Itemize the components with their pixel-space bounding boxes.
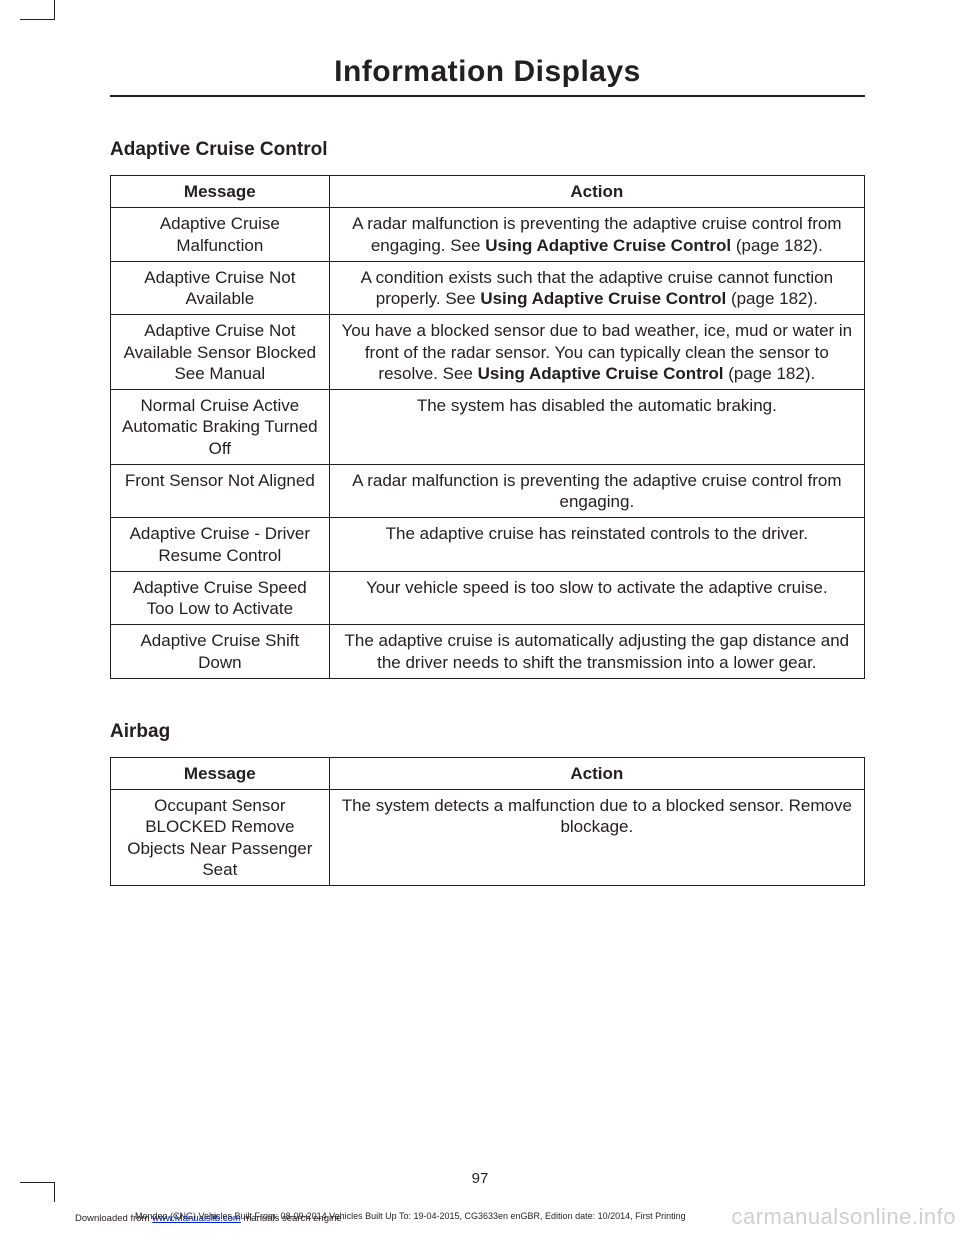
msg-cell: Adaptive Cruise Not Available Sensor Blo…: [111, 315, 330, 390]
msg-cell: Adaptive Cruise Shift Down: [111, 625, 330, 679]
action-text: The adaptive cruise is automatically adj…: [345, 631, 850, 671]
action-text: The system has disabled the automatic br…: [417, 396, 777, 415]
col-header-message: Message: [111, 176, 330, 208]
action-text: (page 182).: [731, 236, 823, 255]
section-title-airbag: Airbag: [110, 721, 865, 743]
watermark: carmanualsonline.info: [731, 1204, 956, 1230]
table-row: Front Sensor Not Aligned A radar malfunc…: [111, 464, 865, 518]
table-row: Occupant Sensor BLOCKED Remove Objects N…: [111, 790, 865, 886]
action-text: A radar malfunction is preventing the ad…: [352, 471, 841, 511]
msg-cell: Adaptive Cruise - Driver Resume Control: [111, 518, 330, 572]
msg-cell: Occupant Sensor BLOCKED Remove Objects N…: [111, 790, 330, 886]
page-header-title: Information Displays: [110, 55, 865, 89]
action-text: Your vehicle speed is too slow to activa…: [366, 578, 827, 597]
crop-mark-tl: [20, 0, 55, 20]
action-link: Using Adaptive Cruise Control: [480, 289, 726, 308]
msg-cell: Adaptive Cruise Speed Too Low to Activat…: [111, 571, 330, 625]
action-text: (page 182).: [724, 364, 816, 383]
table-row: Adaptive Cruise Shift Down The adaptive …: [111, 625, 865, 679]
msg-cell: Front Sensor Not Aligned: [111, 464, 330, 518]
action-cell: The adaptive cruise is automatically adj…: [329, 625, 864, 679]
action-cell: A radar malfunction is preventing the ad…: [329, 464, 864, 518]
action-cell: The system has disabled the automatic br…: [329, 390, 864, 465]
header-rule: [110, 95, 865, 97]
table-row: Adaptive Cruise Malfunction A radar malf…: [111, 208, 865, 262]
table-header-row: Message Action: [111, 176, 865, 208]
msg-cell: Adaptive Cruise Malfunction: [111, 208, 330, 262]
col-header-action: Action: [329, 757, 864, 789]
action-cell: A condition exists such that the adaptiv…: [329, 261, 864, 315]
table-row: Adaptive Cruise Speed Too Low to Activat…: [111, 571, 865, 625]
airbag-table: Message Action Occupant Sensor BLOCKED R…: [110, 757, 865, 886]
action-cell: The adaptive cruise has reinstated contr…: [329, 518, 864, 572]
action-text: The adaptive cruise has reinstated contr…: [386, 524, 808, 543]
action-link: Using Adaptive Cruise Control: [485, 236, 731, 255]
page-number: 97: [0, 1170, 960, 1187]
page-content: Information Displays Adaptive Cruise Con…: [0, 0, 960, 886]
msg-cell: Normal Cruise Active Automatic Braking T…: [111, 390, 330, 465]
col-header-action: Action: [329, 176, 864, 208]
table-row: Adaptive Cruise - Driver Resume Control …: [111, 518, 865, 572]
table-row: Adaptive Cruise Not Available Sensor Blo…: [111, 315, 865, 390]
section-title-acc: Adaptive Cruise Control: [110, 139, 865, 161]
action-cell: A radar malfunction is preventing the ad…: [329, 208, 864, 262]
msg-cell: Adaptive Cruise Not Available: [111, 261, 330, 315]
action-link: Using Adaptive Cruise Control: [478, 364, 724, 383]
table-header-row: Message Action: [111, 757, 865, 789]
action-cell: The system detects a malfunction due to …: [329, 790, 864, 886]
acc-table: Message Action Adaptive Cruise Malfuncti…: [110, 175, 865, 679]
footer-meta: Mondeo (CNG) Vehicles Built From: 08-09-…: [135, 1211, 686, 1221]
action-cell: You have a blocked sensor due to bad wea…: [329, 315, 864, 390]
action-cell: Your vehicle speed is too slow to activa…: [329, 571, 864, 625]
table-row: Adaptive Cruise Not Available A conditio…: [111, 261, 865, 315]
action-text: (page 182).: [726, 289, 818, 308]
col-header-message: Message: [111, 757, 330, 789]
table-row: Normal Cruise Active Automatic Braking T…: [111, 390, 865, 465]
